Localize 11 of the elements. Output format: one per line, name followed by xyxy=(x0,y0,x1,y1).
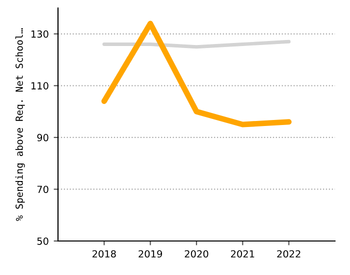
y-tick-label: 130 xyxy=(31,30,48,38)
y-tick-label: 70 xyxy=(37,186,48,194)
y-tick-label: 50 xyxy=(37,237,48,245)
y-tick-label: 90 xyxy=(37,134,48,142)
y-tick-label: 110 xyxy=(31,82,48,90)
y-axis-title: % Spending above Req. Net School… xyxy=(15,28,25,221)
x-tick-label: 2022 xyxy=(277,250,300,258)
x-tick-label: 2021 xyxy=(231,250,254,258)
x-tick-label: 2018 xyxy=(92,250,116,258)
x-tick-label: 2020 xyxy=(184,250,208,258)
x-tick-label: 2019 xyxy=(138,250,162,258)
